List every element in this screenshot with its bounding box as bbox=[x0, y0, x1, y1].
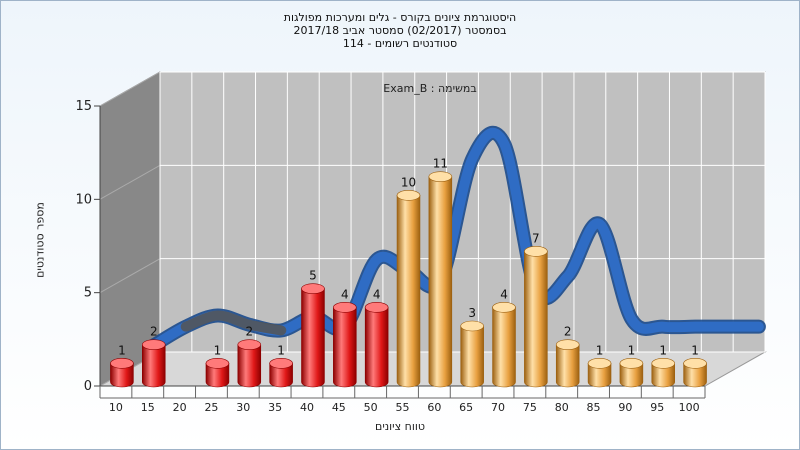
bar-top bbox=[269, 358, 293, 369]
x-tick-label: 10 bbox=[109, 401, 123, 414]
bar bbox=[301, 288, 325, 388]
y-tick-label: 15 bbox=[75, 99, 92, 114]
bar-top bbox=[205, 358, 230, 369]
x-tick-label: 100 bbox=[679, 401, 700, 414]
bar-top bbox=[428, 171, 453, 182]
x-tick-label: 50 bbox=[364, 401, 378, 414]
x-tick-label: 85 bbox=[587, 401, 601, 414]
bar-value-label: 3 bbox=[468, 306, 476, 320]
x-axis-label: טווח ציונים bbox=[375, 420, 425, 433]
bar bbox=[205, 363, 230, 388]
bar-top bbox=[301, 283, 325, 294]
x-tick-label: 60 bbox=[427, 401, 441, 414]
bar-top bbox=[492, 302, 516, 313]
chart-title-line-2: בסמסטר (02/2017) סמסטר אביב 2017/18 bbox=[293, 24, 507, 37]
bar-value-label: 11 bbox=[433, 157, 448, 171]
bar bbox=[587, 363, 612, 388]
bar-value-label: 7 bbox=[532, 231, 540, 245]
grid-line-side bbox=[99, 164, 161, 200]
bar bbox=[555, 344, 580, 388]
chart-title-line-3: 114 - סטודנטים רשומים bbox=[342, 37, 458, 50]
left-side-wall bbox=[99, 71, 161, 387]
x-tick-label: 25 bbox=[204, 401, 218, 414]
plot-series-label: Exam_B : במשימה bbox=[383, 82, 477, 95]
bar bbox=[460, 325, 484, 388]
y-tick-label: 5 bbox=[84, 286, 92, 301]
bar-top bbox=[524, 246, 548, 257]
bar-value-label: 2 bbox=[564, 325, 572, 339]
x-tick-label: 20 bbox=[173, 401, 187, 414]
bar-value-label: 1 bbox=[691, 343, 699, 357]
bar-value-label: 4 bbox=[341, 287, 349, 301]
y-tick-label: 10 bbox=[75, 192, 92, 207]
bar bbox=[333, 307, 357, 388]
bar-top bbox=[396, 190, 421, 201]
bar bbox=[683, 363, 707, 388]
bar bbox=[396, 195, 421, 388]
bar-top bbox=[619, 358, 644, 369]
bar-value-label: 4 bbox=[500, 287, 508, 301]
bar bbox=[269, 363, 293, 388]
bar bbox=[110, 363, 134, 388]
bar bbox=[364, 307, 389, 388]
grid-line-side bbox=[99, 258, 161, 294]
bar-value-label: 1 bbox=[596, 343, 604, 357]
x-tick-label: 30 bbox=[236, 401, 250, 414]
bar-top bbox=[651, 358, 675, 369]
bar bbox=[651, 363, 675, 388]
bar-top bbox=[110, 358, 134, 369]
x-tick-label: 45 bbox=[332, 401, 346, 414]
bar-value-label: 10 bbox=[401, 175, 416, 189]
bar bbox=[492, 307, 516, 388]
x-tick-label: 80 bbox=[555, 401, 569, 414]
bar-value-label: 1 bbox=[277, 343, 285, 357]
bar-value-label: 1 bbox=[214, 343, 222, 357]
y-tick-label: 0 bbox=[84, 379, 92, 394]
bar-top bbox=[237, 339, 262, 350]
bar-top bbox=[333, 302, 357, 313]
x-tick-label: 55 bbox=[396, 401, 410, 414]
bar bbox=[142, 344, 166, 388]
x-tick-label: 65 bbox=[459, 401, 473, 414]
bar-value-label: 1 bbox=[659, 343, 667, 357]
y-axis-label: מספר סטודנטים bbox=[33, 202, 47, 278]
bar-value-label: 1 bbox=[628, 343, 636, 357]
x-tick-label: 90 bbox=[618, 401, 632, 414]
x-tick-label: 35 bbox=[268, 401, 282, 414]
bar-value-label: 2 bbox=[150, 325, 158, 339]
bar-value-label: 4 bbox=[373, 287, 381, 301]
x-tick-label: 95 bbox=[650, 401, 664, 414]
bar-top bbox=[364, 302, 389, 313]
bar-top bbox=[141, 339, 166, 350]
bar-value-label: 1 bbox=[118, 343, 126, 357]
x-tick-label: 15 bbox=[141, 401, 155, 414]
bar-value-label: 5 bbox=[309, 269, 317, 283]
bar-top bbox=[587, 358, 612, 369]
bar bbox=[524, 251, 548, 388]
chart-title-line-1: היסטוגרמת ציונים בקורס - גלים ומערכות מפ… bbox=[283, 11, 517, 24]
distribution-curve-shaded bbox=[180, 310, 287, 336]
bar bbox=[619, 363, 644, 388]
x-tick-label: 40 bbox=[300, 401, 314, 414]
x-tick-label: 75 bbox=[523, 401, 537, 414]
bar-top bbox=[460, 320, 484, 332]
bar bbox=[237, 344, 262, 388]
bar bbox=[428, 176, 453, 388]
bar-top bbox=[683, 358, 707, 369]
x-tick-label: 70 bbox=[491, 401, 505, 414]
bar-value-label: 2 bbox=[245, 325, 253, 339]
bar-top bbox=[555, 339, 580, 350]
grid-line-side bbox=[99, 71, 161, 107]
